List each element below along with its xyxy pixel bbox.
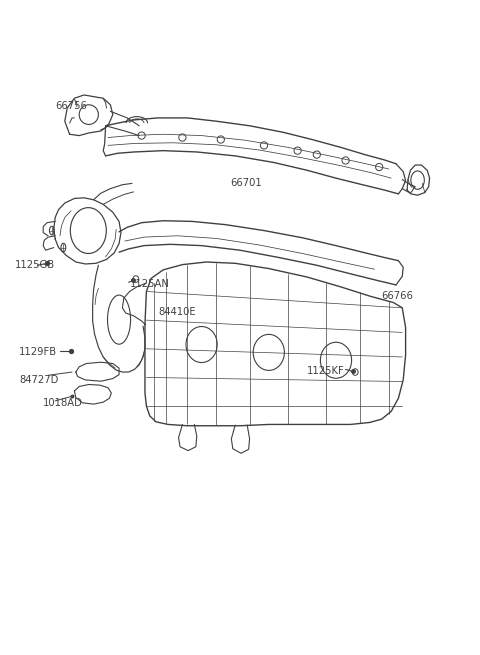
Text: 1018AD: 1018AD — [43, 398, 83, 409]
Text: 1125KF: 1125KF — [307, 366, 345, 377]
Text: 66756: 66756 — [55, 101, 87, 111]
Text: 1125AN: 1125AN — [130, 278, 169, 289]
Text: 84727D: 84727D — [19, 375, 59, 385]
Text: 1125GB: 1125GB — [14, 260, 55, 271]
Text: 84410E: 84410E — [158, 307, 196, 318]
Text: 1129FB: 1129FB — [19, 346, 57, 357]
Text: 66701: 66701 — [230, 178, 262, 189]
Text: 66766: 66766 — [382, 291, 413, 301]
